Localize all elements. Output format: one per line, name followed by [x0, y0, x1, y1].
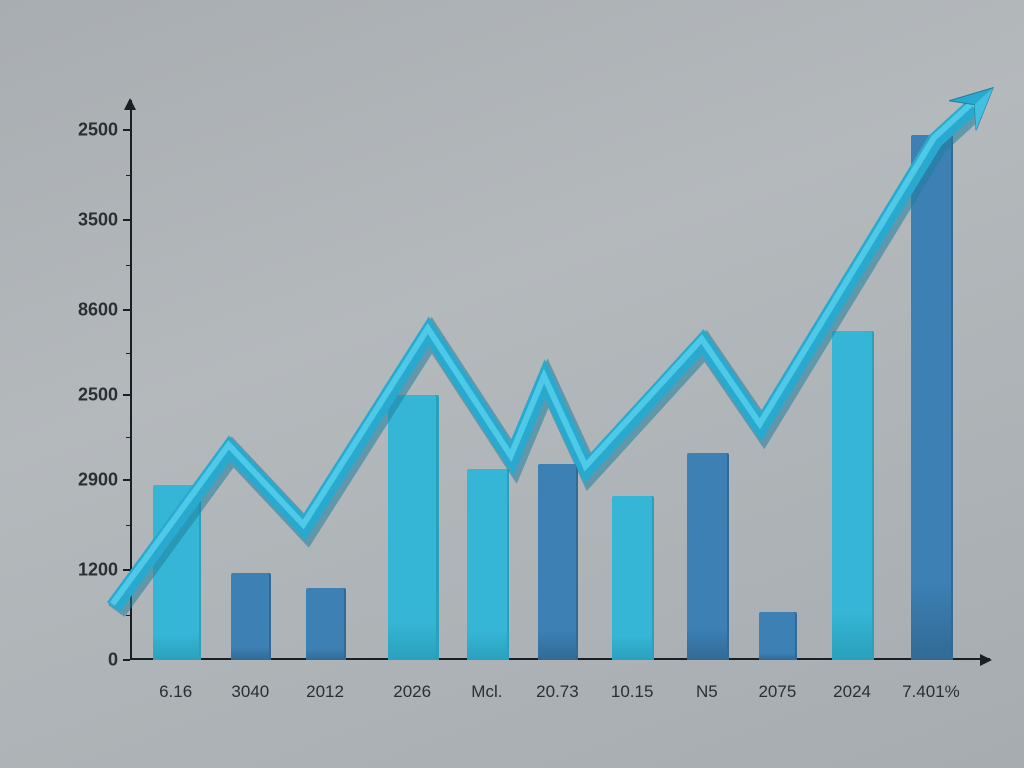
bar [612, 496, 652, 660]
x-tick-label: Mcl. [471, 660, 502, 702]
bar [231, 573, 269, 660]
x-tick-label: 20.73 [536, 660, 579, 702]
x-tick-label: 10.15 [611, 660, 654, 702]
growth-chart: 0120029002500860035002500 6.163040201220… [0, 0, 1024, 768]
y-tick-mark [123, 569, 130, 571]
y-axis-arrow-icon [124, 98, 136, 110]
x-tick-label: 6.16 [159, 660, 192, 702]
y-tick-mark [123, 659, 130, 661]
bar [911, 135, 951, 660]
y-minor-tick-mark [126, 175, 130, 176]
y-tick-mark [123, 479, 130, 481]
x-tick-label: 2026 [393, 660, 431, 702]
y-minor-tick-mark [126, 525, 130, 526]
bar [388, 395, 436, 660]
bar [306, 588, 344, 660]
x-tick-label: 2024 [833, 660, 871, 702]
bar [759, 612, 795, 660]
y-tick-mark [123, 309, 130, 311]
x-tick-label: 2075 [758, 660, 796, 702]
y-tick-mark [123, 129, 130, 131]
bar [467, 469, 507, 660]
bar [832, 331, 872, 660]
plot-area: 0120029002500860035002500 6.163040201220… [130, 130, 960, 660]
x-tick-label: 2012 [306, 660, 344, 702]
y-tick-mark [123, 219, 130, 221]
x-tick-label: N5 [696, 660, 718, 702]
y-minor-tick-mark [126, 437, 130, 438]
y-minor-tick-mark [126, 265, 130, 266]
x-axis-arrow-icon [980, 654, 992, 666]
bar [687, 453, 727, 660]
x-tick-label: 7.401% [902, 660, 960, 702]
bar [153, 485, 199, 660]
y-minor-tick-mark [126, 353, 130, 354]
y-tick-mark [123, 394, 130, 396]
bar [538, 464, 576, 660]
y-minor-tick-mark [126, 615, 130, 616]
x-tick-label: 3040 [231, 660, 269, 702]
y-axis [130, 100, 132, 660]
